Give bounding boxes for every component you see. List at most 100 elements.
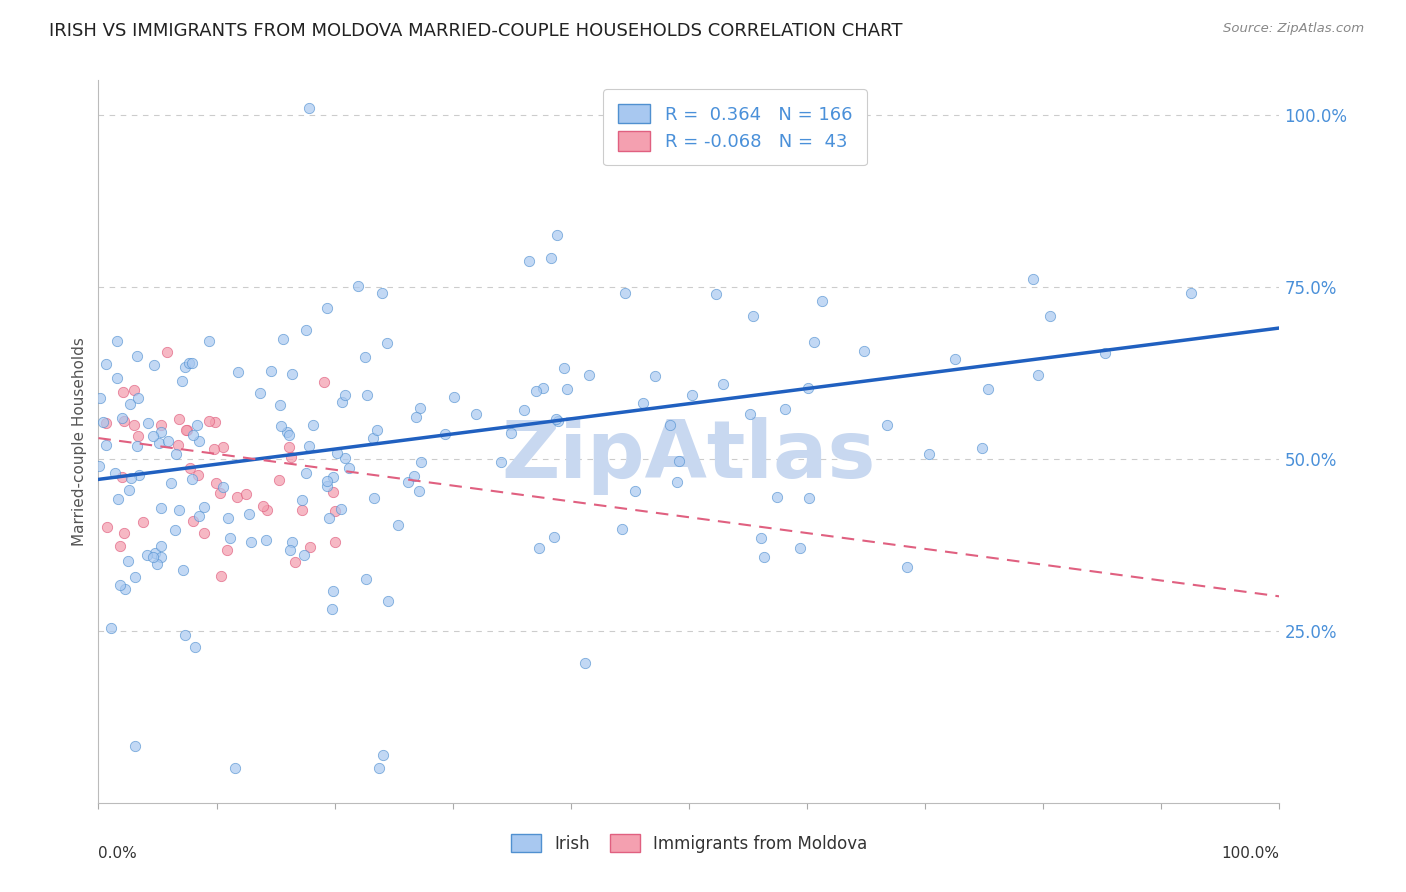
Point (361, 431, 384, 445)
Point (209, 569, 232, 583)
Point (198, 334, 221, 348)
Point (136, 416, 159, 430)
Point (574, 656, 596, 670)
Point (165, 447, 187, 461)
Point (610, 522, 633, 536)
Point (711, 377, 734, 392)
Point (96, 437, 118, 451)
Point (110, 540, 132, 554)
Point (111, 385, 134, 400)
Point (811, 294, 834, 309)
Point (280, 450, 302, 464)
Point (298, 439, 321, 453)
Point (146, 557, 169, 571)
Point (269, 398, 291, 412)
Point (204, 476, 226, 491)
Point (943, 351, 966, 366)
Point (337, 461, 360, 475)
Point (89, 392, 111, 406)
Point (316, 474, 339, 488)
Point (315, 479, 337, 493)
Point (188, 434, 211, 449)
Point (111, 410, 134, 425)
Point (170, 374, 193, 388)
Point (773, 402, 796, 417)
Point (322, 485, 344, 500)
Point (375, 336, 398, 351)
Point (117, 483, 139, 498)
Point (160, 475, 183, 490)
Point (547, 414, 569, 428)
Point (142, 428, 165, 442)
Point (176, 423, 198, 437)
Point (254, 533, 277, 547)
Point (853, 344, 876, 359)
Point (326, 445, 349, 459)
Text: 0.0%: 0.0% (98, 847, 138, 861)
Point (225, 490, 247, 504)
Point (150, 539, 173, 553)
Point (356, 388, 378, 402)
Point (524, 384, 547, 398)
Point (150, 425, 173, 440)
Point (281, 367, 304, 381)
Point (167, 503, 190, 517)
Point (167, 438, 190, 452)
Point (163, 523, 186, 537)
Y-axis label: Married-couple Households: Married-couple Households (72, 337, 87, 546)
Point (540, 251, 562, 265)
Point (411, 455, 433, 469)
Point (117, 554, 139, 568)
Point (173, 359, 195, 374)
Point (295, 323, 318, 337)
Point (208, 486, 231, 500)
Point (124, 570, 146, 584)
Point (465, 408, 488, 422)
Point (193, 525, 215, 540)
Point (396, 475, 419, 489)
Point (347, 279, 370, 293)
Point (252, 500, 274, 514)
Point (270, 419, 292, 434)
Point (181, 356, 204, 370)
Point (659, 418, 682, 433)
Point (276, 425, 298, 439)
Point (797, 491, 820, 505)
Point (668, 454, 690, 468)
Point (111, 469, 134, 483)
Point (644, 369, 666, 384)
Point (105, 334, 128, 349)
Point (181, 472, 204, 486)
Point (555, 382, 578, 396)
Point (578, 368, 600, 382)
Point (131, 516, 153, 530)
Point (491, 455, 513, 469)
Point (93, 415, 115, 429)
Point (215, 542, 238, 557)
Point (291, 493, 314, 508)
Point (335, 387, 357, 401)
Point (751, 531, 773, 545)
Point (150, 418, 173, 433)
Point (977, 382, 1000, 396)
Point (315, 301, 337, 316)
Point (155, 345, 177, 359)
Point (202, 442, 225, 457)
Point (157, 434, 180, 448)
Point (408, 484, 430, 499)
Point (321, 601, 343, 615)
Point (970, 441, 993, 455)
Point (896, 560, 918, 574)
Point (172, 563, 194, 577)
Point (681, 388, 703, 402)
Point (402, 468, 425, 483)
Point (112, 413, 135, 427)
Legend: Irish, Immigrants from Moldova: Irish, Immigrants from Moldova (503, 828, 875, 860)
Point (367, 761, 389, 775)
Point (322, 470, 344, 484)
Point (143, 358, 166, 372)
Point (624, 483, 647, 498)
Point (219, 531, 242, 545)
Point (531, 381, 554, 395)
Point (330, 502, 353, 516)
